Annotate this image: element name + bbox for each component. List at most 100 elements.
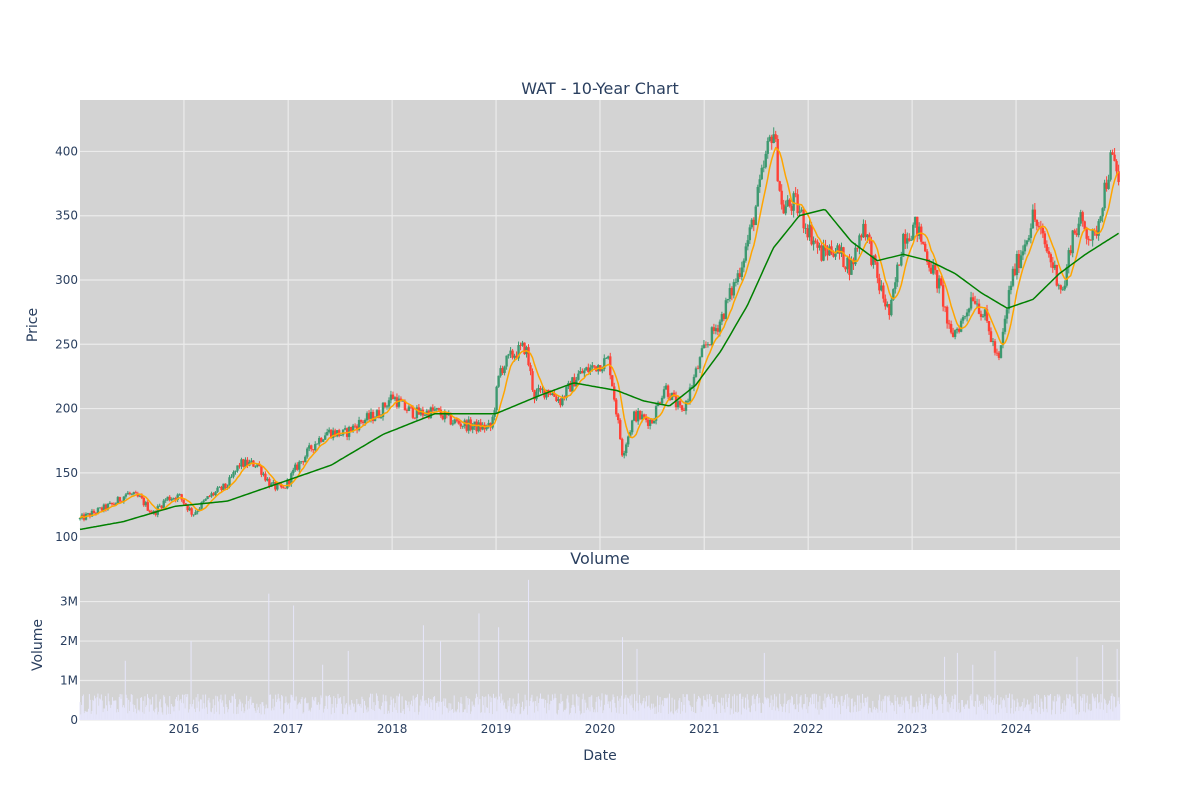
volume-bar — [232, 696, 234, 720]
volume-bar — [917, 712, 919, 720]
volume-bar — [801, 707, 803, 720]
volume-bar — [123, 705, 125, 720]
volume-bar — [447, 712, 449, 720]
volume-bar — [859, 710, 861, 720]
candle-body — [965, 312, 969, 317]
volume-bar — [672, 713, 674, 720]
volume-bar — [432, 710, 434, 720]
volume-bar — [1059, 696, 1061, 720]
candle-body — [192, 514, 195, 516]
candle-body — [377, 410, 381, 418]
volume-bar — [995, 714, 997, 720]
volume-bar — [1038, 695, 1040, 720]
volume-bar — [446, 707, 448, 720]
volume-bar — [303, 712, 305, 720]
volume-bar — [361, 696, 363, 720]
volume-bar — [701, 705, 703, 720]
candle-body — [108, 502, 112, 504]
volume-bar — [221, 702, 223, 720]
candle-body — [740, 267, 744, 277]
volume-bar — [625, 694, 627, 720]
volume-bar — [175, 699, 177, 720]
volume-bar — [388, 713, 390, 720]
volume-bar — [830, 699, 832, 720]
candle-body — [1041, 227, 1045, 234]
candle-body — [993, 341, 997, 353]
volume-bar — [536, 696, 538, 720]
volume-bar — [422, 695, 424, 720]
candle-body — [650, 419, 654, 424]
volume-bar — [1095, 697, 1097, 720]
volume-bar — [389, 704, 391, 720]
volume-bar — [352, 703, 354, 720]
volume-bar — [505, 709, 507, 720]
volume-y-tick-label: 2M — [60, 634, 78, 648]
volume-bar — [829, 699, 831, 720]
volume-bar — [639, 703, 641, 720]
volume-bar — [756, 693, 758, 720]
volume-bar — [729, 714, 731, 720]
volume-bar — [495, 696, 497, 720]
candle-body — [112, 504, 116, 505]
volume-bar — [675, 709, 677, 720]
volume-bar — [130, 694, 132, 720]
volume-bar — [187, 694, 189, 720]
volume-bar — [1109, 709, 1111, 720]
volume-bar — [796, 693, 798, 720]
volume-bar — [133, 711, 135, 720]
volume-bar — [1023, 698, 1025, 720]
candle-body — [780, 190, 783, 205]
volume-bar — [709, 694, 711, 720]
volume-bar — [1022, 711, 1024, 720]
volume-bar — [411, 706, 413, 720]
volume-bar — [663, 706, 665, 720]
volume-bar — [204, 708, 206, 720]
volume-bar — [210, 711, 212, 720]
volume-bar — [614, 703, 616, 720]
volume-bar — [712, 704, 714, 720]
volume-bar — [918, 697, 920, 720]
volume-bar — [243, 713, 245, 720]
volume-bar — [1108, 700, 1110, 720]
candle-body — [902, 233, 905, 257]
candle-body — [798, 211, 801, 214]
volume-bar — [980, 703, 982, 720]
candle-body — [90, 510, 94, 517]
volume-bar — [692, 712, 694, 720]
volume-bar — [426, 703, 428, 720]
candle-body — [754, 206, 757, 226]
volume-bar — [420, 699, 422, 720]
volume-bar — [1088, 710, 1090, 720]
volume-bar — [713, 709, 715, 720]
volume-bar — [309, 709, 311, 720]
candle-body — [615, 399, 618, 415]
volume-bar — [513, 713, 515, 720]
volume-bar — [261, 702, 263, 720]
volume-bar — [461, 703, 463, 720]
volume-bar — [278, 698, 280, 720]
volume-bar — [274, 706, 276, 720]
candle-body — [232, 472, 235, 477]
volume-bar — [490, 702, 492, 720]
candle-body — [623, 452, 626, 456]
volume-chart-title: Volume — [570, 549, 630, 568]
volume-bar — [132, 704, 134, 720]
volume-bar — [985, 710, 987, 720]
volume-bar — [891, 702, 893, 720]
volume-bar — [157, 714, 159, 720]
volume-bar — [902, 705, 904, 720]
volume-bar — [370, 708, 372, 720]
volume-bar — [884, 696, 886, 720]
volume-bar — [827, 696, 829, 720]
candle-body — [489, 422, 492, 428]
volume-bar — [651, 703, 653, 720]
volume-bar — [375, 705, 377, 720]
volume-bar — [832, 703, 834, 720]
volume-bar — [1007, 697, 1009, 720]
volume-bar — [993, 697, 995, 720]
volume-bar — [991, 699, 993, 720]
volume-bar — [1071, 706, 1073, 720]
candle-body — [814, 240, 817, 242]
candle-body — [88, 513, 92, 517]
volume-bar — [686, 694, 688, 720]
